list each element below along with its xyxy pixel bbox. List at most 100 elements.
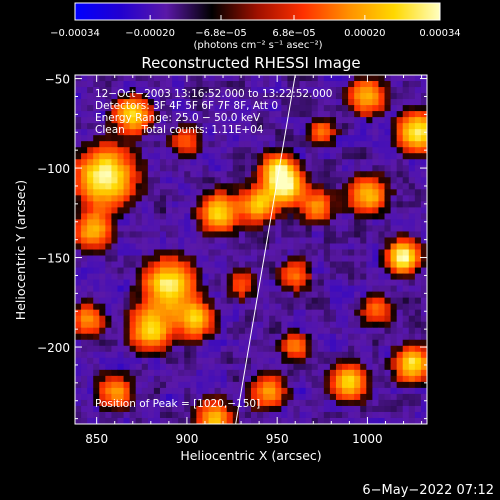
heatmap-cell	[408, 201, 416, 208]
heatmap-cell	[111, 369, 118, 377]
heatmap-cell	[311, 309, 319, 317]
heatmap-cell	[317, 219, 325, 226]
heatmap-cell	[117, 309, 125, 317]
heatmap-cell	[208, 279, 216, 287]
heatmap-cell	[93, 405, 100, 413]
heatmap-cell	[335, 405, 343, 413]
heatmap-cell	[117, 183, 125, 190]
heatmap-cell	[87, 225, 94, 232]
heatmap-cell	[184, 189, 191, 196]
heatmap-cell	[390, 75, 398, 82]
heatmap-cell	[147, 369, 155, 377]
heatmap-cell	[323, 249, 331, 257]
heatmap-cell	[396, 189, 404, 196]
heatmap-cell	[220, 123, 228, 130]
heatmap-cell	[129, 375, 137, 383]
heatmap-cell	[323, 375, 331, 383]
heatmap-cell	[111, 261, 118, 269]
heatmap-cell	[360, 87, 367, 94]
heatmap-cell	[287, 267, 294, 275]
heatmap-cell	[378, 381, 386, 389]
heatmap-cell	[226, 93, 234, 100]
heatmap-cell	[329, 255, 337, 263]
heatmap-cell	[366, 261, 373, 269]
heatmap-cell	[111, 213, 118, 220]
heatmap-cell	[141, 351, 149, 359]
heatmap-cell	[81, 339, 88, 347]
heatmap-cell	[281, 285, 288, 293]
heatmap-cell	[323, 159, 331, 166]
heatmap-cell	[153, 261, 161, 269]
heatmap-cell	[226, 99, 234, 106]
heatmap-cell	[348, 99, 355, 106]
heatmap-cell	[226, 393, 234, 401]
heatmap-cell	[87, 189, 94, 196]
heatmap-cell	[93, 153, 100, 160]
heatmap-cell	[166, 279, 173, 287]
heatmap-cell	[269, 93, 276, 100]
heatmap-cell	[178, 213, 185, 220]
heatmap-cell	[390, 369, 398, 377]
heatmap-cell	[166, 177, 173, 184]
heatmap-cell	[281, 159, 288, 166]
heatmap-cell	[220, 321, 228, 329]
heatmap-cell	[275, 99, 282, 106]
heatmap-cell	[232, 363, 240, 371]
heatmap-cell	[202, 117, 210, 124]
heatmap-cell	[402, 339, 410, 347]
heatmap-cell	[214, 159, 222, 166]
heatmap-cell	[159, 195, 167, 202]
heatmap-cell	[117, 237, 125, 244]
heatmap-cell	[263, 189, 270, 196]
heatmap-cell	[360, 321, 367, 329]
heatmap-cell	[208, 357, 216, 365]
heatmap-cell	[129, 123, 137, 130]
heatmap-cell	[75, 93, 82, 100]
heatmap-cell	[269, 195, 276, 202]
heatmap-cell	[420, 81, 427, 88]
heatmap-cell	[105, 285, 112, 293]
heatmap-cell	[384, 405, 392, 413]
heatmap-cell	[93, 111, 100, 118]
heatmap-cell	[208, 333, 216, 341]
heatmap-cell	[251, 129, 258, 136]
heatmap-cell	[420, 351, 427, 359]
heatmap-cell	[251, 315, 258, 323]
heatmap-cell	[366, 231, 373, 238]
heatmap-cell	[208, 75, 216, 82]
heatmap-cell	[323, 399, 331, 407]
heatmap-cell	[293, 111, 301, 118]
heatmap-cell	[93, 411, 100, 419]
heatmap-cell	[166, 189, 173, 196]
heatmap-cell	[317, 405, 325, 413]
heatmap-cell	[117, 321, 125, 329]
heatmap-cell	[348, 411, 355, 419]
heatmap-cell	[123, 171, 131, 178]
heatmap-cell	[172, 357, 179, 365]
heatmap-cell	[232, 327, 240, 335]
heatmap-cell	[251, 327, 258, 335]
heatmap-cell	[159, 189, 167, 196]
heatmap-cell	[220, 285, 228, 293]
heatmap-cell	[414, 129, 422, 136]
heatmap-cell	[323, 315, 331, 323]
heatmap-cell	[269, 129, 276, 136]
heatmap-cell	[129, 309, 137, 317]
heatmap-cell	[111, 159, 118, 166]
heatmap-cell	[269, 225, 276, 232]
heatmap-cell	[323, 387, 331, 395]
heatmap-cell	[153, 177, 161, 184]
heatmap-cell	[396, 153, 404, 160]
heatmap-cell	[281, 411, 288, 419]
heatmap-cell	[384, 363, 392, 371]
heatmap-cell	[238, 195, 246, 202]
heatmap-cell	[323, 87, 331, 94]
heatmap-cell	[99, 249, 106, 257]
heatmap-cell	[335, 273, 343, 281]
heatmap-cell	[153, 303, 161, 311]
heatmap-cell	[372, 297, 379, 305]
heatmap-cell	[81, 291, 88, 299]
heatmap-cell	[251, 393, 258, 401]
heatmap-cell	[172, 309, 179, 317]
heatmap-cell	[263, 105, 270, 112]
